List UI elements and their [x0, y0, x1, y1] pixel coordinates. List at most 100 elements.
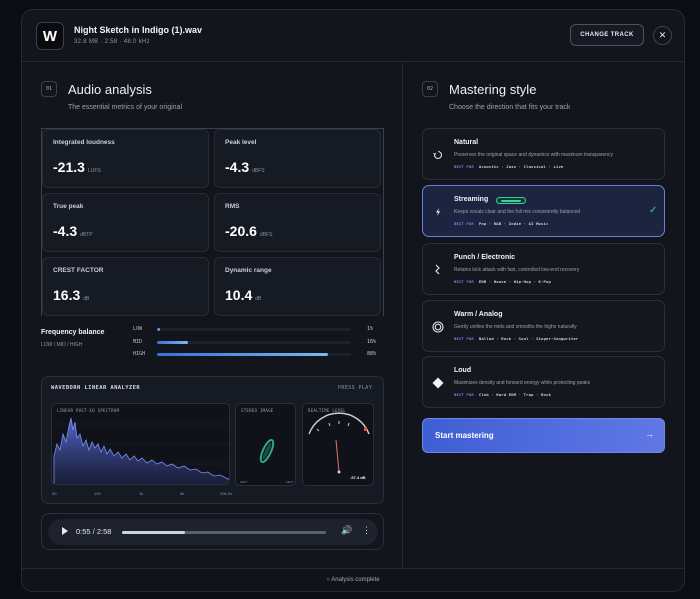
audio-player: 0:55 / 2:58 🔊 ⋮ — [41, 513, 384, 550]
spectrum-title: LINEAR POST-EQ SPECTRUM — [57, 408, 120, 413]
metric-card: Peak level -4.3 dBFS — [214, 129, 381, 188]
best-for-label: BEST FOR — [454, 164, 474, 169]
band-fill — [157, 353, 328, 356]
band-fill — [157, 341, 189, 344]
metric-unit: LUFS — [87, 168, 101, 174]
freq-tick: 50 — [52, 491, 57, 496]
metric-value: -4.3 dBTP — [53, 223, 93, 239]
metric-unit: dBFS — [259, 232, 273, 238]
best-for-genres: Pop · R&B · Indie · AI Music — [478, 221, 549, 226]
style-option-loud[interactable]: Loud Maximizes density and forward energ… — [422, 356, 665, 408]
volume-icon[interactable]: 🔊 — [341, 525, 353, 535]
freq-tick: 1k — [139, 491, 144, 496]
metric-number: 10.4 — [225, 287, 253, 303]
metric-card: True peak -4.3 dBTP — [42, 193, 209, 252]
style-best-for: BEST FOR Acoustic · Jazz · Classical · Li… — [454, 164, 563, 169]
clip-indicator — [364, 427, 367, 431]
band-percent-high: 88% — [367, 351, 377, 357]
metrics-grid: Integrated loudness -21.3 LUFS Peak level… — [41, 128, 384, 316]
section-number: 01 — [41, 81, 57, 97]
style-description: Gently unifies the mids and smooths the … — [454, 324, 577, 330]
style-name: Streaming — [454, 196, 489, 203]
metric-unit: dB — [255, 296, 262, 302]
style-description: Keeps vocals clear and the full mix cons… — [454, 209, 581, 215]
style-best-for: BEST FOR Club · Hard EDM · Trap · Rock — [454, 392, 551, 397]
audio-analysis-title: Audio analysis — [68, 82, 152, 97]
level-readout: -57.4 dB — [350, 475, 366, 480]
metric-unit: dBTP — [80, 232, 93, 238]
spectrum-curve — [53, 417, 229, 484]
section-number: 02 — [422, 81, 438, 97]
style-description: Maximizes density and forward energy whi… — [454, 380, 591, 386]
stereo-trace — [259, 438, 275, 464]
best-for-label: BEST FOR — [454, 336, 474, 341]
playback-time: 0:55 / 2:58 — [76, 527, 112, 536]
check-icon: ✓ — [649, 205, 658, 216]
dialog-header: W Night Sketch in Indigo (1).wav 32.8 MB… — [22, 10, 684, 62]
metric-number: 16.3 — [53, 287, 81, 303]
change-track-button[interactable]: CHANGE TRACK — [570, 24, 644, 46]
style-name: Natural — [454, 139, 479, 146]
stereo-left-label: LEFT — [240, 480, 248, 484]
band-label-low: LOW — [133, 326, 143, 332]
band-label-mid: MID — [133, 339, 143, 345]
metric-value: -20.6 dBFS — [225, 223, 272, 239]
metric-card: Dynamic range 10.4 dB — [214, 257, 381, 316]
level-meter — [308, 412, 370, 474]
style-option-natural[interactable]: Natural Preserves the original space and… — [422, 128, 665, 180]
stereo-plot — [259, 438, 275, 464]
band-percent-mid: 16% — [367, 339, 377, 345]
play-icon[interactable] — [62, 527, 68, 535]
stereo-title: STEREO IMAGE — [241, 408, 274, 413]
analyzer-title: WAVEBORN LINEAR ANALYZER — [51, 385, 141, 391]
metric-label: Peak level — [225, 139, 257, 146]
metric-value: -4.3 dBFS — [225, 159, 265, 175]
arrow-right-icon: → — [645, 429, 654, 439]
metric-unit: dBFS — [252, 168, 265, 174]
style-option-punch-electronic[interactable]: Punch / Electronic Retains kick attack w… — [422, 243, 665, 295]
level-needle — [335, 439, 340, 473]
best-for-genres: EDM · House · Hip-Hop · K-Pop — [478, 279, 551, 284]
stereo-right-label: LEFT — [286, 480, 294, 484]
seek-bar[interactable] — [122, 531, 326, 534]
metric-number: -21.3 — [53, 159, 85, 175]
seek-progress — [122, 531, 186, 534]
level-tick — [328, 422, 331, 427]
freq-tick: 20k Hz — [220, 491, 233, 496]
status-footer: ○ Analysis complete — [22, 568, 684, 591]
freq-tick: 5k — [180, 491, 185, 496]
mastering-style-subtitle: Choose the direction that fits your trac… — [449, 104, 571, 111]
mastering-style-title: Mastering style — [449, 82, 537, 97]
band-percent-low: 1% — [367, 326, 374, 332]
metric-label: CREST FACTOR — [53, 267, 104, 274]
natural-icon — [432, 149, 444, 161]
metric-number: -4.3 — [225, 159, 250, 175]
metric-value: 16.3 dB — [53, 287, 89, 303]
style-option-streaming[interactable]: Streaming ✓ Keeps vocals clear and the f… — [422, 185, 665, 237]
best-for-genres: Acoustic · Jazz · Classical · Live — [478, 164, 564, 169]
file-name: Night Sketch in Indigo (1).wav — [74, 25, 203, 35]
spectrum-panel: LINEAR POST-EQ SPECTRUM — [51, 403, 230, 485]
stereo-panel: STEREO IMAGE LEFT LEFT — [235, 403, 296, 486]
style-description: Preserves the original space and dynamic… — [454, 152, 613, 158]
metric-label: Integrated loudness — [53, 139, 115, 146]
metric-value: -21.3 LUFS — [53, 159, 101, 175]
stereo-core — [262, 442, 272, 460]
style-name: Punch / Electronic — [454, 254, 516, 261]
band-track-low — [157, 328, 351, 331]
waveborn-analyzer: WAVEBORN LINEAR ANALYZER PRESS PLAY LINE… — [41, 376, 384, 504]
metric-card: CREST FACTOR 16.3 dB — [42, 257, 209, 316]
style-option-warm-analog[interactable]: Warm / Analog Gently unifies the mids an… — [422, 300, 665, 352]
metric-label: Dynamic range — [225, 267, 272, 274]
metric-unit: dB — [83, 296, 90, 302]
start-mastering-button[interactable]: Start mastering → — [422, 418, 665, 453]
metric-card: RMS -20.6 dBFS — [214, 193, 381, 252]
metric-value: 10.4 dB — [225, 287, 261, 303]
level-tick — [347, 422, 350, 427]
metric-number: -20.6 — [225, 223, 257, 239]
column-divider — [402, 63, 403, 568]
metric-label: True peak — [53, 203, 84, 210]
more-options-icon[interactable]: ⋮ — [362, 525, 371, 535]
close-icon[interactable]: ✕ — [653, 26, 672, 45]
style-description: Retains kick attack with fast, controlle… — [454, 267, 580, 273]
